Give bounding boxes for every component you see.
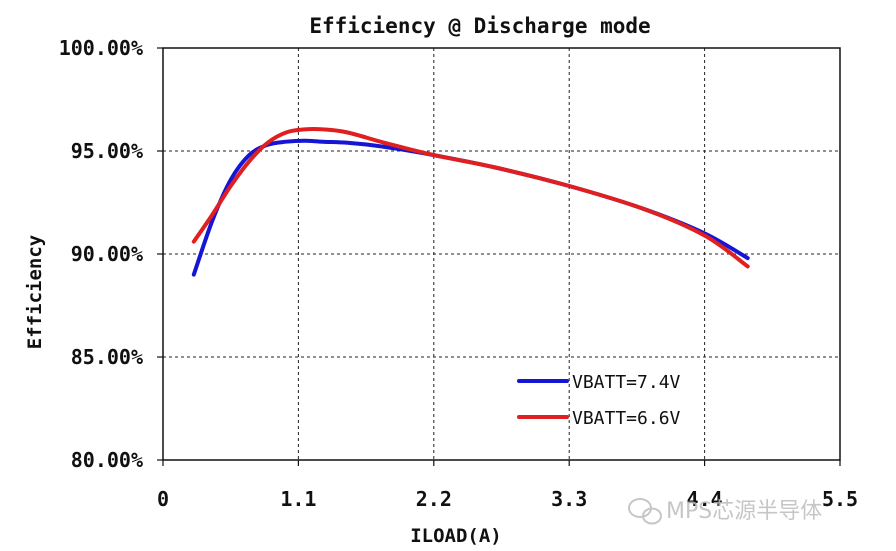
x-axis-label: ILOAD(A)	[410, 525, 502, 547]
y-axis-ticks: 80.00% 85.00% 90.00% 95.00% 100.00%	[59, 36, 163, 472]
y-tick-label: 95.00%	[71, 139, 143, 163]
legend-label: VBATT=7.4V	[572, 372, 681, 393]
legend-label: VBATT=6.6V	[572, 408, 681, 429]
y-tick-label: 100.00%	[59, 36, 143, 60]
x-axis-ticks: 0 1.1 2.2 3.3 4.4 5.5	[157, 460, 858, 511]
x-tick-label: 2.2	[416, 487, 452, 511]
grid-lines	[163, 48, 840, 460]
x-tick-label: 3.3	[551, 487, 587, 511]
y-tick-label: 85.00%	[71, 345, 143, 369]
x-tick-label: 1.1	[280, 487, 316, 511]
legend: VBATT=7.4V VBATT=6.6V	[517, 372, 681, 429]
x-tick-label: 0	[157, 487, 169, 511]
chart-title: Efficiency @ Discharge mode	[309, 14, 650, 38]
y-tick-label: 90.00%	[71, 242, 143, 266]
series-line-2	[191, 127, 750, 269]
y-axis-label: Efficiency	[24, 235, 46, 349]
watermark-text: MPS芯源半导体	[666, 499, 822, 524]
x-tick-label: 4.4	[687, 487, 723, 511]
watermark: MPS芯源半导体	[628, 498, 822, 525]
series-lines	[191, 127, 750, 277]
y-tick-label: 80.00%	[71, 448, 143, 472]
wechat-icon	[628, 498, 662, 525]
x-tick-label: 5.5	[822, 487, 858, 511]
